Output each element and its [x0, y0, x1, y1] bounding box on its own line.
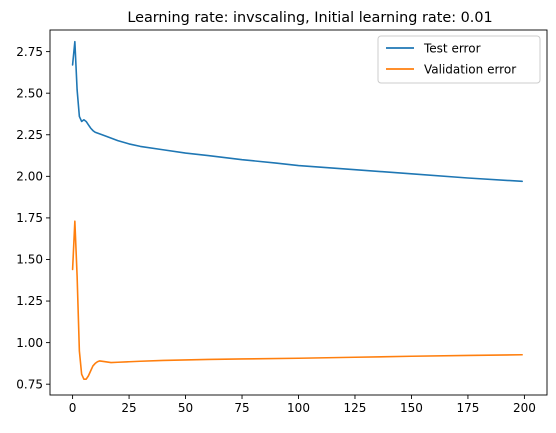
series-line-1	[71, 220, 523, 381]
legend: Test error Validation error	[377, 35, 541, 84]
x-tick-label: 0	[69, 401, 77, 415]
series-layer	[71, 40, 523, 381]
y-tick-label: 2.25	[16, 128, 43, 142]
x-tick-label: 200	[513, 401, 536, 415]
x-tick-label: 50	[178, 401, 193, 415]
y-tick-label: 2.50	[16, 86, 43, 100]
y-tick-label: 2.00	[16, 170, 43, 184]
plot-area	[50, 30, 547, 395]
y-tick-label: 2.75	[16, 45, 43, 59]
x-tick-label: 100	[287, 401, 310, 415]
x-tick-label: 125	[344, 401, 367, 415]
y-tick-label: 1.75	[16, 211, 43, 225]
legend-label-0: Test error	[423, 41, 481, 55]
x-tick-label: 150	[400, 401, 423, 415]
legend-label-1: Validation error	[424, 62, 516, 76]
legend-box	[377, 35, 541, 84]
x-tick-label: 25	[121, 401, 136, 415]
y-tick-label: 1.00	[16, 336, 43, 350]
series-line-0	[71, 40, 523, 183]
x-tick-label: 75	[234, 401, 249, 415]
x-tick-label: 175	[456, 401, 479, 415]
y-tick-label: 1.50	[16, 253, 43, 267]
y-tick-label: 1.25	[16, 294, 43, 308]
chart-title: Learning rate: invscaling, Initial learn…	[127, 10, 492, 26]
y-tick-label: 0.75	[16, 377, 43, 391]
axes-layer: 0 25 50 75 100 125 150 175 200 0.75 1.00 1.25 1.50 1.…	[16, 29, 548, 415]
